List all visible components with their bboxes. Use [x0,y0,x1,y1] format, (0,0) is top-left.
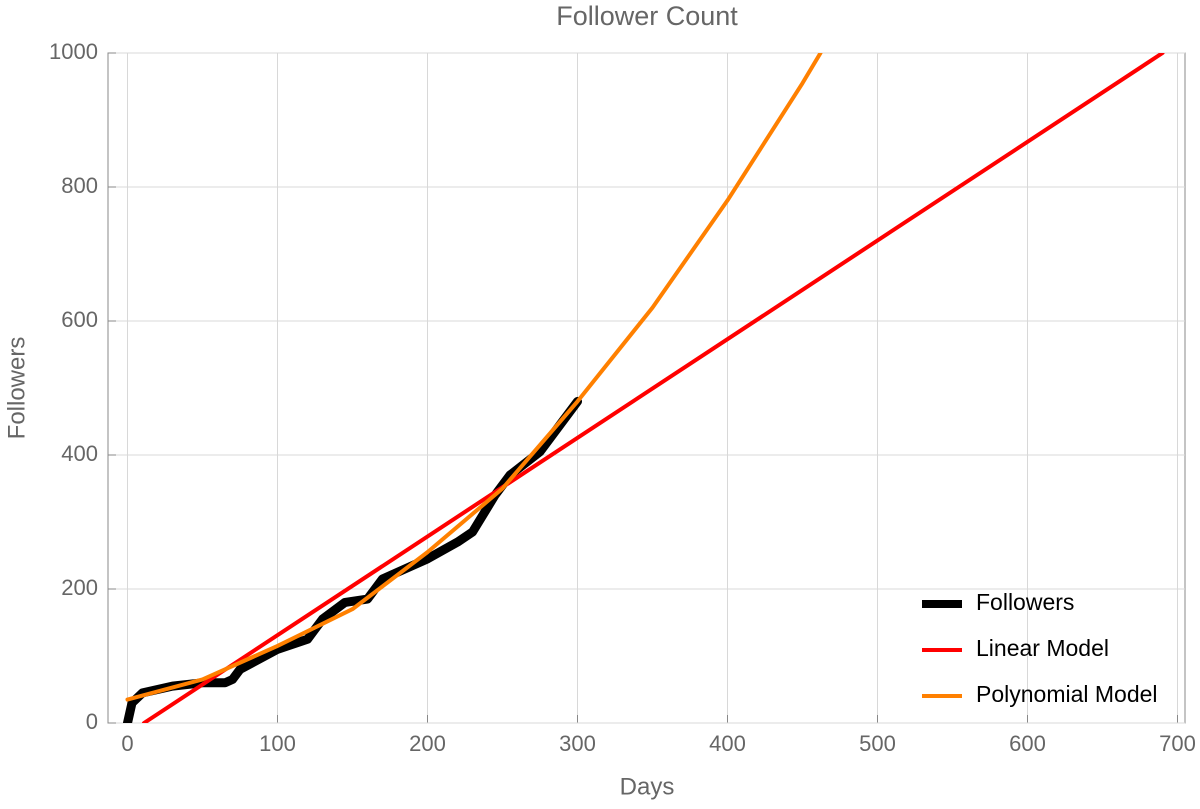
x-tick-label: 300 [559,731,596,756]
legend-label: Followers [976,589,1074,615]
legend-label: Polynomial Model [976,681,1158,707]
y-tick-label: 400 [61,441,98,466]
legend-label: Linear Model [976,635,1109,661]
plot-frame [107,52,1186,724]
x-tick-label: 700 [1159,731,1196,756]
x-tick-label: 500 [859,731,896,756]
y-tick-label: 600 [61,307,98,332]
x-axis-label: Days [620,773,675,800]
y-axis-label: Followers [3,337,30,440]
y-tick-label: 1000 [49,39,98,64]
y-tick-label: 800 [61,173,98,198]
chart-title: Follower Count [556,1,738,31]
data-line [123,396,582,723]
x-tick-label: 100 [259,731,296,756]
x-tick-label: 0 [121,731,133,756]
x-tick-label: 200 [409,731,446,756]
y-tick-label: 0 [86,709,98,734]
y-tick-label: 200 [61,575,98,600]
x-tick-label: 600 [1009,731,1046,756]
data-line [142,53,1165,723]
data-line [125,53,823,702]
x-tick-label: 400 [709,731,746,756]
